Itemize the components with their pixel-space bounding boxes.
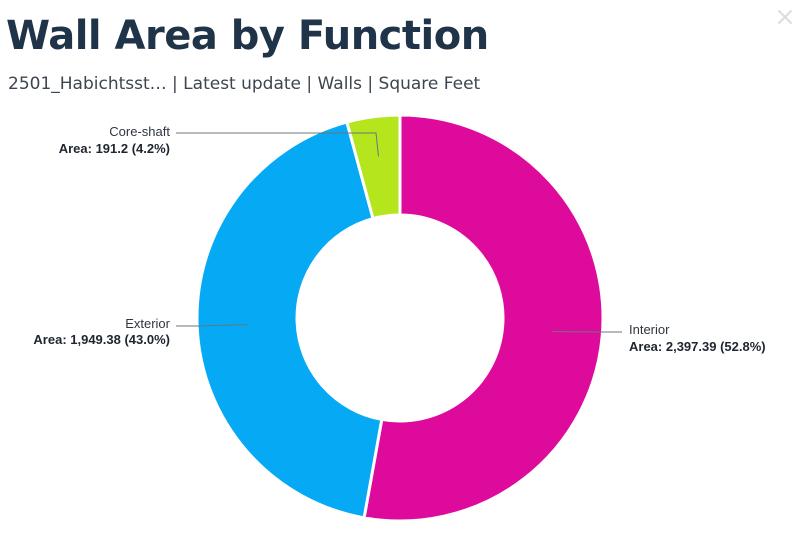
slice-interior[interactable] <box>362 113 605 523</box>
label-core-shaft: Core-shaft Area: 191.2 (4.2%) <box>59 124 171 156</box>
label-core-shaft-name: Core-shaft <box>109 124 170 139</box>
label-exterior-value: Area: 1,949.38 (43.0%) <box>33 332 170 347</box>
close-icon <box>778 10 792 24</box>
label-exterior-name: Exterior <box>125 316 170 331</box>
label-interior-value: Area: 2,397.39 (52.8%) <box>629 339 766 354</box>
leader-line-exterior <box>176 324 248 327</box>
slice-core-shaft[interactable] <box>345 113 402 221</box>
donut-slices <box>195 113 605 523</box>
page-subtitle: 2501_Habichtsst… | Latest update | Walls… <box>8 74 481 94</box>
leader-line-core-shaft <box>176 132 379 157</box>
label-core-shaft-value: Area: 191.2 (4.2%) <box>59 141 170 156</box>
slice-exterior[interactable] <box>195 120 384 520</box>
page-title: Wall Area by Function <box>6 13 489 59</box>
close-button[interactable] <box>774 6 796 28</box>
label-exterior: Exterior Area: 1,949.38 (43.0%) <box>33 316 170 347</box>
leader-lines <box>176 132 622 333</box>
label-interior: Interior Area: 2,397.39 (52.8%) <box>629 322 766 354</box>
label-interior-name: Interior <box>629 322 670 337</box>
